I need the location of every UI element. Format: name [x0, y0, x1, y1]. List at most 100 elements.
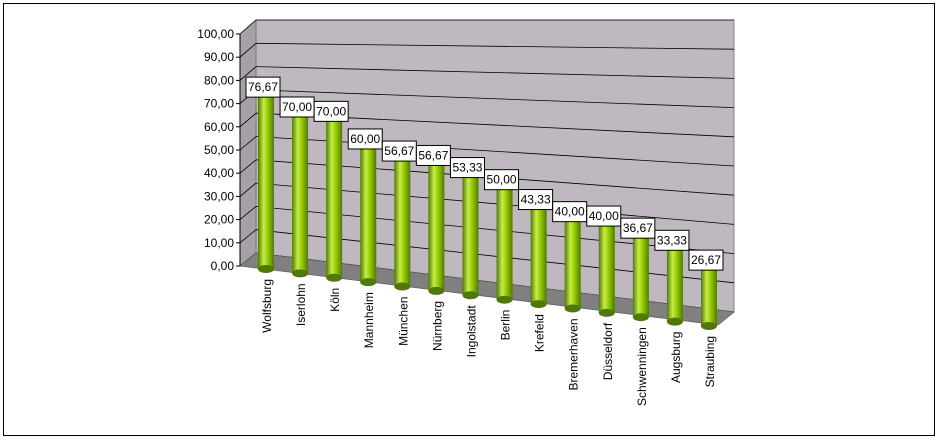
data-label-box: [654, 229, 690, 251]
gridline-side: [239, 42, 257, 58]
bar: 50,00: [484, 169, 520, 304]
x-tick-label: Augsburg: [669, 332, 683, 383]
gridline-side: [239, 66, 257, 81]
x-tick-label: Straubing: [703, 336, 717, 387]
data-label-box: [620, 217, 656, 239]
bar-body: [564, 215, 581, 309]
bar-base: [530, 300, 547, 309]
x-tick-label: Mannheim: [362, 292, 376, 348]
bar: 70,00: [279, 96, 315, 278]
bar-base: [462, 291, 479, 300]
x-tick-label: Bremerhaven: [567, 318, 581, 390]
bars-group: 76,67 70,00 70,00 60,00 56,67 56,67 53,33 50,00…: [245, 76, 724, 330]
bar-body: [258, 91, 274, 269]
bar-body: [428, 159, 445, 291]
data-label-box: [688, 249, 724, 271]
x-axis: Wolfsburg Iserlohn Köln Mannheim München Nürn…: [260, 279, 717, 406]
data-label-box: [484, 169, 520, 191]
gridline-side: [239, 136, 257, 151]
x-tick-label: Iserlohn: [294, 283, 308, 326]
bar-base: [701, 322, 717, 330]
bar-base: [496, 295, 513, 304]
gridline-side: [239, 206, 257, 220]
gridline-side: [239, 182, 257, 197]
bar-base: [258, 265, 274, 273]
chart-frame: 0,00 10,00 20,00 30,00 40,00 50,00 60,00 70,00 8…: [3, 3, 935, 436]
bar-body: [326, 115, 343, 278]
data-label-box: [313, 100, 349, 122]
bar: 40,00: [586, 205, 622, 317]
bar-body: [632, 232, 649, 318]
x-tick-label: Düsseldorf: [601, 322, 615, 380]
bar-body: [496, 183, 513, 300]
data-label-box: [245, 76, 281, 98]
y-tick-label: 50,00: [204, 143, 234, 157]
bar-body: [462, 171, 479, 296]
bar: 56,67: [415, 144, 451, 295]
bar-body: [292, 110, 309, 274]
bar-body: [666, 244, 683, 322]
bar: 43,33: [518, 189, 554, 309]
bar-base: [394, 282, 411, 291]
x-tick-label: Ingolstadt: [464, 305, 478, 358]
gridline: [255, 89, 735, 108]
y-tick-label: 60,00: [204, 120, 234, 134]
data-label-box: [586, 205, 622, 227]
data-label: 26,67: [691, 253, 721, 267]
y-tick-label: 20,00: [204, 213, 234, 227]
bar: 53,33: [449, 157, 485, 300]
data-label: 70,00: [282, 100, 312, 114]
y-tick-label: 70,00: [204, 97, 234, 111]
data-label-box: [347, 128, 383, 150]
bar-body: [530, 203, 547, 305]
data-label-box: [518, 189, 554, 211]
bar: 76,67: [245, 76, 281, 273]
data-label: 53,33: [452, 161, 482, 175]
x-tick-label: Schwenningen: [635, 327, 649, 406]
y-tick-label: 0,00: [211, 259, 235, 273]
bar-base: [326, 273, 343, 282]
bar-body: [701, 264, 717, 326]
bar-base: [360, 278, 377, 287]
x-tick-label: München: [396, 297, 410, 346]
bar-body: [598, 220, 615, 313]
data-label: 33,33: [657, 233, 687, 247]
bar: 36,67: [620, 217, 656, 322]
y-axis: 0,00 10,00 20,00 30,00 40,00 50,00 60,00 70,00 8…: [197, 27, 241, 273]
data-label: 70,00: [316, 104, 346, 118]
bar-base: [598, 308, 615, 317]
y-tick-label: 90,00: [204, 50, 234, 64]
data-label: 40,00: [555, 205, 585, 219]
data-label: 43,33: [521, 193, 551, 207]
gridline-side: [239, 159, 257, 174]
bar-base: [632, 313, 649, 322]
bar-base: [666, 317, 683, 326]
bar: 70,00: [313, 100, 349, 282]
x-tick-label: Wolfsburg: [260, 279, 274, 333]
x-tick-label: Köln: [328, 288, 342, 312]
y-tick-label: 80,00: [204, 73, 234, 87]
bar-base: [564, 304, 581, 313]
bar-body: [394, 155, 411, 287]
gridline: [255, 42, 735, 50]
y-tick-label: 40,00: [204, 166, 234, 180]
x-tick-label: Krefeld: [533, 314, 547, 352]
bar: 56,67: [381, 140, 417, 291]
data-label: 76,67: [248, 80, 278, 94]
bar-base: [292, 269, 309, 278]
gridline: [255, 66, 735, 79]
gridline-side: [239, 229, 257, 244]
data-label: 36,67: [623, 221, 653, 235]
data-label: 50,00: [487, 173, 517, 187]
gridline-side: [239, 112, 257, 128]
bar-chart: 0,00 10,00 20,00 30,00 40,00 50,00 60,00 70,00 8…: [197, 19, 735, 406]
y-tick-label: 10,00: [204, 236, 234, 250]
y-tick-label: 30,00: [204, 189, 234, 203]
gridline-side: [239, 19, 257, 35]
bar-body: [360, 142, 377, 283]
data-label-box: [449, 157, 485, 179]
data-label: 40,00: [589, 209, 619, 223]
x-tick-label: Nürnberg: [430, 301, 444, 351]
y-tick-label: 100,00: [197, 27, 234, 41]
data-label: 56,67: [418, 148, 448, 162]
